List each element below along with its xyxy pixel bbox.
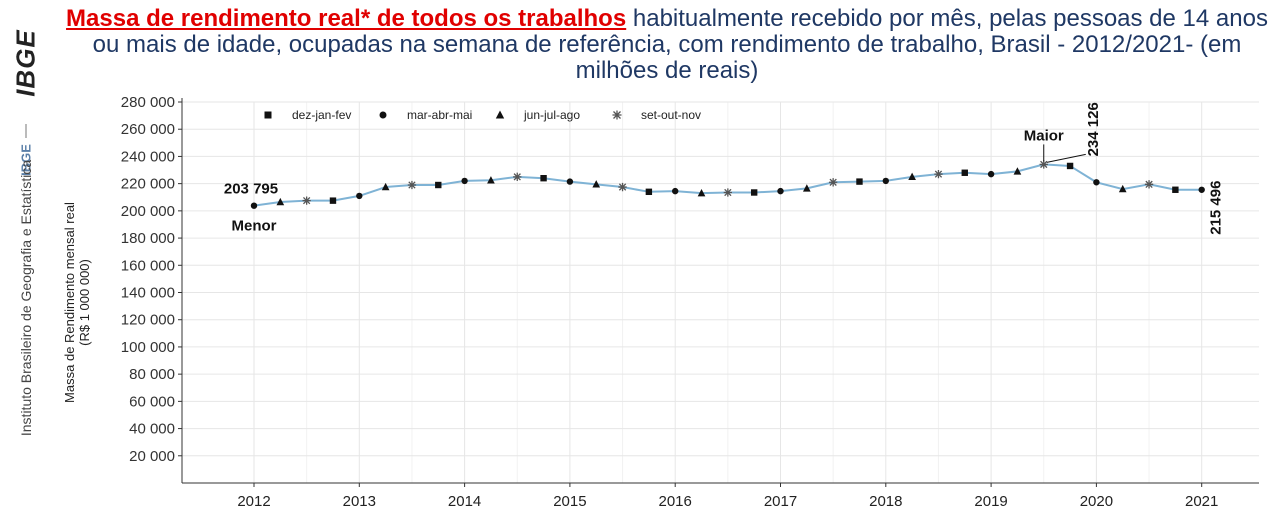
data-point (356, 192, 363, 200)
x-tick-label: 2014 (448, 493, 481, 510)
data-point (1013, 167, 1022, 175)
last-value-label: 215 496 (1208, 181, 1225, 235)
data-point (513, 172, 522, 181)
data-point (908, 172, 916, 181)
data-point (1144, 180, 1154, 189)
y-tick-label: 160 000 (121, 257, 175, 274)
logo-text: IBGE (10, 29, 41, 97)
data-point (407, 180, 417, 190)
data-point (1118, 184, 1127, 193)
data-point (592, 180, 601, 188)
data-point (1198, 186, 1205, 193)
min-value-label: 203 795 (224, 181, 278, 198)
data-point (618, 182, 627, 192)
y-axis-label-line: (R$ 1 000 000) (77, 259, 92, 346)
line-chart: 20 000 40 000 60 000 80 000 100 000 120 000 14… (62, 94, 1259, 510)
data-point (302, 196, 311, 205)
data-point (697, 189, 706, 197)
legend-label: mar-abr-mai (407, 108, 472, 122)
data-point (329, 197, 337, 204)
data-point (777, 187, 784, 195)
data-point (1093, 179, 1100, 186)
max-label: Maior (1024, 127, 1064, 144)
y-tick-label: 100 000 (121, 339, 175, 356)
x-tick-label: 2020 (1080, 493, 1113, 510)
legend-marker-circle (379, 111, 387, 119)
title-highlight: Massa de rendimento real* de todos os tr… (66, 5, 627, 32)
y-tick-label: 60 000 (129, 393, 175, 410)
legend-label: dez-jan-fev (292, 108, 351, 122)
legend-label: jun-jul-ago (523, 108, 580, 122)
y-axis-label: Massa de Rendimento mensal real(R$ 1 000… (62, 202, 92, 403)
y-tick-label: 20 000 (129, 448, 175, 465)
min-label: Menor (232, 218, 277, 235)
data-point (487, 176, 495, 184)
data-point (802, 184, 811, 192)
data-point (987, 170, 995, 178)
x-tick-label: 2018 (869, 493, 902, 510)
y-tick-label: 260 000 (121, 121, 175, 138)
data-point (461, 177, 468, 185)
x-tick-label: 2016 (659, 493, 692, 510)
data-point (540, 175, 547, 182)
sidebar-institute-label: Instituto Brasileiro de Geografia e Esta… (18, 159, 34, 437)
y-tick-label: 80 000 (129, 366, 175, 383)
data-point (856, 178, 863, 185)
data-point (1172, 186, 1179, 193)
y-axis-label-line: Massa de Rendimento mensal real (62, 202, 77, 403)
y-tick-label: 40 000 (129, 421, 175, 438)
x-tick-label: 2012 (237, 493, 270, 510)
x-tick-label: 2017 (764, 493, 797, 510)
data-point (961, 169, 968, 176)
legend-marker-triangle (495, 110, 505, 119)
x-tick-label: 2021 (1185, 493, 1218, 510)
data-point (250, 202, 258, 209)
sidebar: IBGE IBGE Instituto Brasileiro de Geogra… (0, 0, 52, 521)
legend-marker-star (612, 110, 622, 120)
x-tick-label: 2019 (974, 493, 1007, 510)
data-point (672, 187, 679, 195)
data-point (1066, 162, 1074, 170)
data-point (566, 178, 574, 185)
x-tick-label: 2013 (343, 493, 376, 510)
data-point (645, 188, 653, 196)
y-tick-label: 140 000 (121, 285, 175, 302)
x-tick-label: 2015 (553, 493, 586, 510)
max-value-label: 234 126 (1085, 102, 1102, 156)
y-tick-label: 220 000 (121, 176, 175, 193)
data-point (435, 181, 442, 189)
data-point (723, 188, 733, 197)
title-rest: habitualmente recebido por mês, pelas pe… (92, 5, 1268, 84)
y-tick-label: 280 000 (121, 94, 175, 111)
data-point (750, 189, 758, 196)
data-point (1039, 160, 1048, 169)
page-title: Massa de rendimento real* de todos os tr… (60, 6, 1274, 84)
sidebar-divider (25, 124, 27, 138)
data-point (828, 178, 838, 187)
y-tick-label: 200 000 (121, 203, 175, 220)
data-point (381, 182, 390, 191)
y-tick-label: 120 000 (121, 312, 175, 329)
y-tick-label: 180 000 (121, 230, 175, 247)
legend-marker-square (264, 111, 272, 119)
ibge-logo: IBGE (8, 18, 44, 108)
legend-label: set-out-nov (641, 108, 701, 122)
data-point (276, 197, 285, 206)
data-point (934, 169, 943, 179)
max-value-leader (1046, 153, 1086, 163)
y-tick-label: 240 000 (121, 148, 175, 165)
data-point (882, 177, 889, 185)
